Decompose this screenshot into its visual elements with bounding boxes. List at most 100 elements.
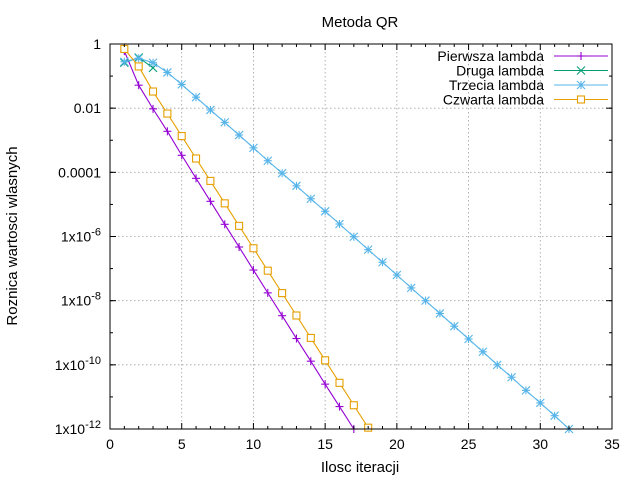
data-point (263, 156, 273, 166)
data-point (363, 245, 373, 255)
data-point (550, 411, 560, 421)
data-point (435, 309, 445, 318)
data-point (321, 380, 330, 389)
y-tick-mantissa: 0.0001 (58, 164, 101, 180)
data-point (263, 288, 272, 297)
y-tick-label: 1x10-12 (55, 419, 101, 437)
y-tick-label: 1x10-8 (61, 291, 101, 309)
series-3 (119, 53, 574, 434)
data-point (249, 266, 258, 275)
legend-swatch-marker (576, 66, 586, 75)
legend-entry: Trzecia lambda (449, 77, 608, 93)
grid (110, 44, 612, 429)
legend-entry: Czwarta lambda (443, 92, 608, 108)
data-point (292, 181, 301, 191)
data-point (421, 296, 430, 306)
data-point (277, 168, 287, 178)
legend-entry: Pierwsza lambda (437, 48, 608, 64)
x-tick-label: 30 (532, 436, 548, 452)
data-point (335, 402, 344, 411)
data-point (406, 283, 416, 293)
data-point (206, 105, 215, 115)
series-layer (119, 44, 574, 434)
data-point (535, 398, 545, 408)
x-tick-label: 25 (461, 436, 477, 452)
y-tick-label: 1 (93, 36, 101, 52)
y-tick-exponent: -12 (85, 419, 101, 431)
data-point (449, 321, 459, 331)
data-point (278, 289, 287, 298)
chart-title: Metoda QR (322, 14, 399, 31)
y-axis-title: Roznica wartosci wlasnych (4, 146, 21, 325)
data-point (249, 143, 258, 153)
data-point (335, 219, 344, 229)
data-point (249, 244, 258, 253)
data-point (148, 58, 158, 68)
x-tick-label: 0 (106, 436, 114, 452)
data-point (177, 80, 187, 89)
data-point (235, 221, 244, 230)
y-tick-exponent: -6 (91, 227, 101, 239)
data-point (134, 62, 143, 71)
legend-swatch-marker (576, 95, 586, 104)
y-tick-mantissa: 0.01 (74, 100, 101, 116)
data-point (464, 334, 473, 344)
legend-entry: Druga lambda (456, 63, 608, 79)
y-tick-label: 1x10-6 (61, 227, 101, 245)
data-point (263, 266, 272, 275)
data-point (206, 176, 215, 185)
data-point (349, 401, 358, 410)
x-tick-label: 20 (389, 436, 405, 452)
series-1 (120, 47, 358, 433)
data-point (492, 360, 502, 370)
data-point (278, 311, 287, 320)
legend-swatch-marker (576, 80, 586, 90)
data-point (392, 270, 402, 280)
data-point (306, 357, 315, 366)
y-tick-mantissa: 1 (93, 36, 101, 52)
data-point (163, 109, 172, 118)
y-tick-exponent: -10 (85, 355, 101, 367)
data-point (119, 57, 129, 67)
y-tick-mantissa: 1x10 (55, 421, 86, 437)
data-point (349, 232, 359, 242)
y-tick-mantissa: 1x10 (61, 293, 92, 309)
data-point (292, 311, 301, 320)
data-point (163, 127, 172, 136)
data-point (206, 197, 215, 206)
y-tick-label: 1x10-10 (55, 355, 101, 373)
data-point (320, 206, 330, 216)
data-point (192, 154, 201, 163)
data-point (220, 220, 229, 229)
data-point (192, 174, 201, 183)
data-point (177, 151, 186, 160)
data-point (378, 257, 387, 267)
data-point (220, 199, 229, 208)
x-tick-label: 10 (246, 436, 262, 452)
data-point (148, 87, 158, 96)
data-point (321, 356, 330, 365)
data-point (292, 334, 301, 343)
data-point (162, 68, 172, 77)
data-point (134, 81, 143, 90)
data-point (306, 333, 315, 342)
legend-label: Pierwsza lambda (437, 48, 544, 64)
legend-label: Czwarta lambda (443, 92, 544, 108)
y-tick-label: 0.01 (74, 100, 101, 116)
data-point (220, 118, 230, 127)
data-point (234, 130, 244, 140)
data-point (134, 53, 144, 63)
data-point (177, 132, 186, 141)
tick-labels: 0 5 10 15 20 25 30 3510.010.00011x10-61x10-81x1… (55, 36, 620, 452)
data-point (235, 243, 244, 252)
data-point (335, 378, 344, 387)
ticks (109, 43, 613, 430)
data-point (507, 372, 516, 382)
y-tick-exponent: -8 (91, 291, 101, 303)
y-tick-label: 0.0001 (58, 164, 101, 180)
data-point (521, 385, 531, 395)
data-point (149, 104, 158, 113)
